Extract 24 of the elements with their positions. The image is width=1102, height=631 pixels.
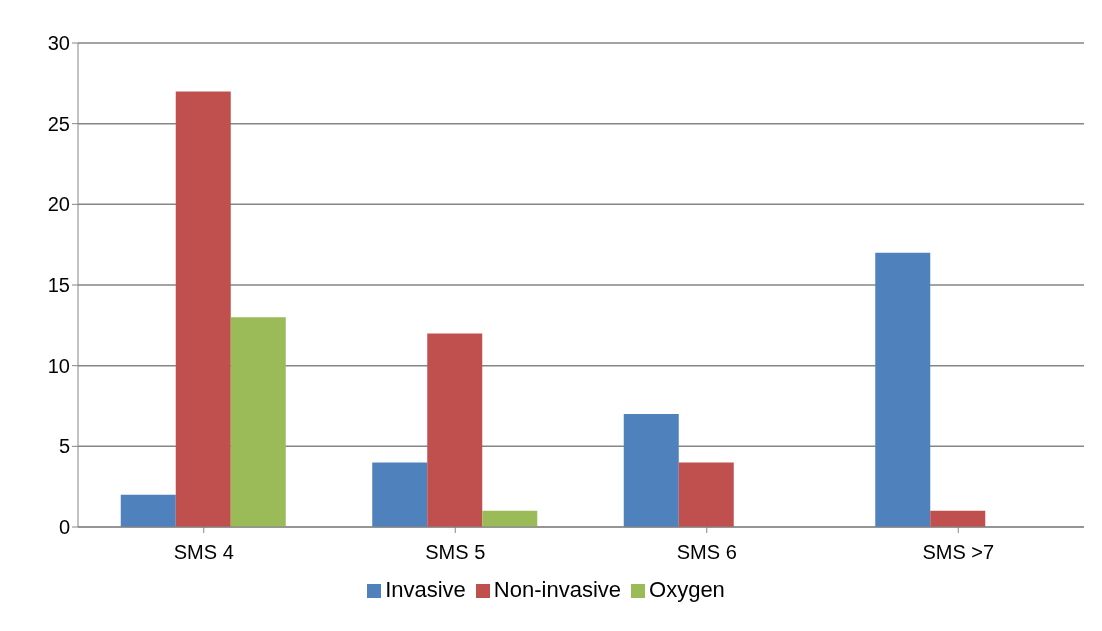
legend-label: Non-invasive [493,577,622,602]
bar [875,252,931,527]
y-tick-label: 30 [47,32,70,55]
legend-label: Oxygen [649,577,725,602]
x-tick-label: SMS 4 [173,541,234,564]
bar [120,494,176,527]
bar [372,462,428,527]
y-tick-label: 5 [58,435,70,458]
y-tick-label: 10 [47,354,70,377]
bar [427,333,483,527]
bar [678,462,734,527]
y-tick-label: 25 [47,112,70,135]
y-tick-label: 20 [47,193,70,216]
bar [230,317,286,527]
legend-label: Invasive [385,577,466,602]
bar [930,510,986,527]
x-tick-label: SMS 6 [676,541,737,564]
y-tick-label: 15 [47,274,70,297]
bar [623,414,679,527]
x-tick-label: SMS 5 [425,541,486,564]
bar [482,510,538,527]
y-tick-label: 0 [58,516,70,539]
x-tick-label: SMS >7 [922,541,995,564]
bar [175,91,231,527]
